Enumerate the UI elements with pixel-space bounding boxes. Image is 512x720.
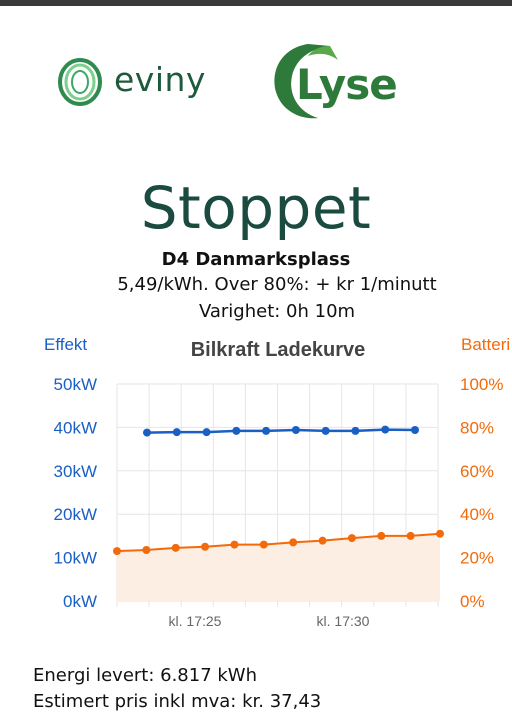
battery-point [259, 540, 268, 549]
y-left-tick-label: 30kW [54, 462, 97, 481]
battery-line [116, 532, 441, 553]
eviny-wordmark: eviny [114, 60, 206, 99]
power-point [381, 425, 390, 434]
power-line [146, 428, 416, 434]
battery-point [318, 536, 327, 545]
y-axis-right-label: Batteri [461, 335, 510, 354]
power-point [172, 428, 181, 437]
battery-point [289, 538, 298, 547]
power-point [321, 426, 330, 435]
eviny-ring-icon [58, 58, 102, 106]
energy-delivered: Energi levert: 6.817 kWh [33, 665, 258, 686]
y-right-tick-label: 100% [460, 375, 503, 394]
power-point [262, 426, 271, 435]
station-name: D4 Danmarksplass [161, 249, 351, 270]
power-point [232, 426, 241, 435]
chart-series [113, 425, 444, 556]
eviny-logo: eviny [52, 52, 212, 112]
battery-point [142, 546, 151, 555]
power-point [411, 426, 419, 435]
y-right-tick-label: 80% [460, 418, 494, 437]
y-right-tick-label: 60% [460, 462, 494, 481]
battery-point [201, 542, 210, 551]
battery-point [113, 547, 121, 556]
x-tick-label: kl. 17:25 [169, 613, 222, 629]
battery-point [230, 540, 239, 549]
lyse-logo: Lyse [268, 38, 398, 122]
battery-area-fill [117, 533, 440, 601]
battery-point [377, 531, 386, 540]
charging-curve-chart: Bilkraft Ladekurve Effekt Batteri 50kW 10… [44, 335, 510, 629]
battery-area [117, 533, 440, 601]
y-left-tick-label: 50kW [54, 375, 97, 394]
battery-point [171, 543, 180, 552]
x-tick-label: kl. 17:30 [317, 613, 370, 629]
y-left-tick-label: 40kW [54, 418, 97, 437]
y-left-tick-label: 20kW [54, 505, 97, 524]
chart-title: Bilkraft Ladekurve [191, 339, 366, 361]
power-point [202, 428, 211, 437]
battery-point [406, 531, 415, 540]
power-point [291, 426, 300, 435]
charging-status: Stoppet [140, 174, 372, 242]
estimated-cost: Estimert pris inkl mva: kr. 37,43 [33, 691, 322, 712]
lyse-leaf-icon [274, 44, 338, 119]
chart-ticks: 50kW 100% 40kW 80% 30kW 60% 20kW 40% 10kW 20% 0kW 0… [54, 375, 504, 629]
lyse-wordmark: Lyse [296, 60, 398, 109]
price-info: 5,49/kWh. Over 80%: + kr 1/minutt [117, 274, 437, 295]
y-left-tick-label: 10kW [54, 549, 97, 568]
y-right-tick-label: 40% [460, 505, 494, 524]
y-right-tick-label: 0% [460, 592, 485, 611]
y-axis-left-label: Effekt [44, 335, 87, 354]
y-right-tick-label: 20% [460, 549, 494, 568]
battery-point [347, 534, 356, 543]
y-left-tick-label: 0kW [63, 592, 97, 611]
status-bar-strip [0, 0, 512, 6]
duration-info: Varighet: 0h 10m [198, 301, 356, 322]
power-point [351, 426, 360, 435]
battery-point [436, 529, 444, 538]
power-point [143, 428, 151, 437]
